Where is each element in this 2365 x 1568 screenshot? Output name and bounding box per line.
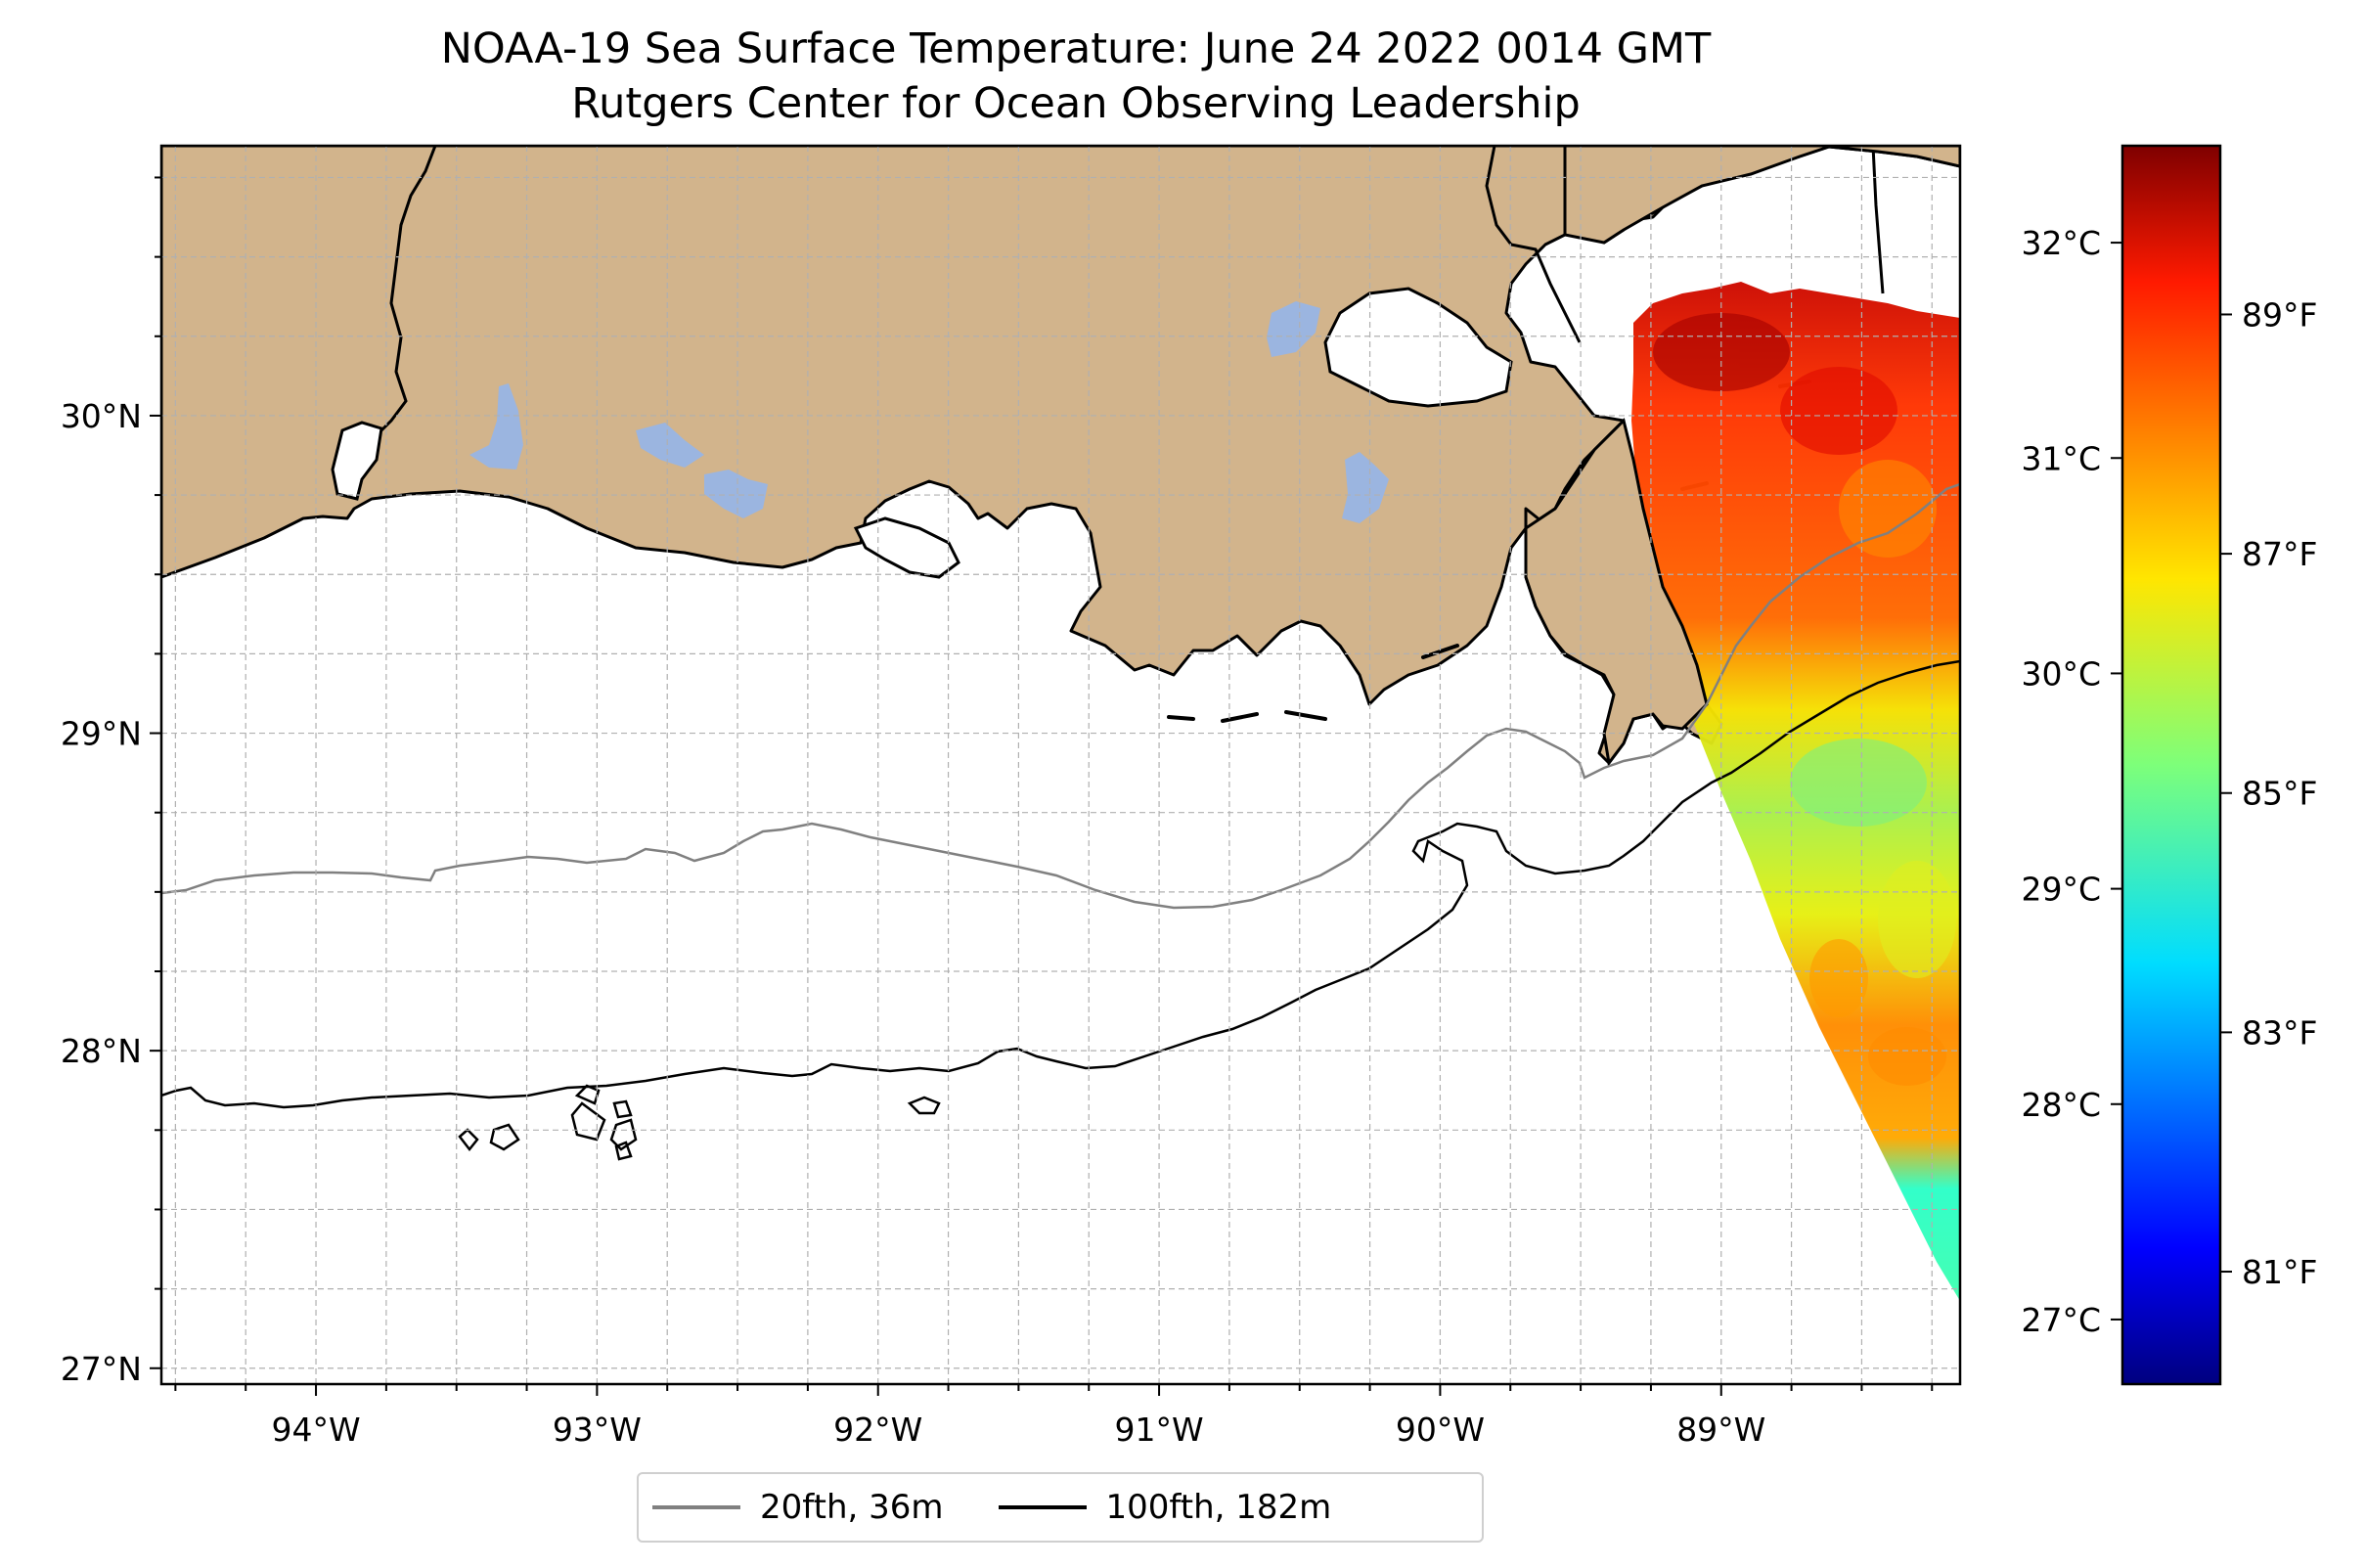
y-tick-label: 30°N [61, 397, 142, 435]
map-frame [159, 144, 1962, 1386]
celsius-tick-label: 32°C [2021, 224, 2101, 262]
map-area [161, 146, 1960, 1384]
y-axis-ticks: 27°N 28°N 29°N 30°N [61, 176, 161, 1388]
celsius-tick-label: 31°C [2021, 439, 2101, 477]
lake-salvador [1342, 452, 1389, 523]
x-tick-label: 90°W [1396, 1411, 1485, 1449]
x-tick-label: 89°W [1676, 1411, 1765, 1449]
lake-white [704, 470, 768, 518]
lake-calcasieu [469, 383, 523, 470]
celsius-tick-label: 30°C [2021, 654, 2101, 693]
y-tick-label: 28°N [61, 1032, 142, 1070]
celsius-tick-label: 28°C [2021, 1086, 2101, 1124]
x-tick-label: 91°W [1115, 1411, 1204, 1449]
upper-land-mask [1563, 146, 1960, 245]
legend-label-100fth: 100fth, 182m [1105, 1488, 1332, 1527]
x-tick-label: 94°W [271, 1411, 360, 1449]
chart-title: NOAA-19 Sea Surface Temperature: June 24… [440, 24, 1712, 73]
fahrenheit-tick-label: 81°F [2242, 1253, 2317, 1291]
legend-swatch-black [998, 1505, 1087, 1509]
chart-subtitle: Rutgers Center for Ocean Observing Leade… [571, 79, 1581, 128]
lake-maurepas [1267, 301, 1320, 357]
lake-grand [636, 423, 704, 468]
x-axis-ticks: 94°W 93°W 92°W 91°W 90°W 89°W [174, 1384, 1934, 1449]
x-tick-label: 92°W [833, 1411, 922, 1449]
offshore-banks [458, 1084, 941, 1161]
y-tick-label: 27°N [61, 1350, 142, 1388]
legend: 20fth, 36m 100fth, 182m [637, 1472, 1484, 1543]
celsius-tick-label: 27°C [2021, 1301, 2101, 1339]
louisiana-mississippi-border [1485, 146, 1582, 343]
celsius-tick-label: 29°C [2021, 871, 2101, 909]
colorbar [2120, 144, 2222, 1386]
graticule [161, 146, 1960, 1384]
fahrenheit-tick-label: 87°F [2242, 535, 2317, 573]
land-mask [1524, 418, 1709, 767]
texas-louisiana-border [379, 146, 437, 432]
fahrenheit-tick-label: 85°F [2242, 775, 2317, 813]
fahrenheit-tick-label: 89°F [2242, 295, 2317, 334]
mississippi-border [1871, 146, 1885, 294]
x-tick-label: 93°W [553, 1411, 642, 1449]
colorbar-fahrenheit-ticks: 81°F 83°F 85°F 87°F 89°F [2220, 295, 2317, 1291]
legend-label-20fth: 20fth, 36m [760, 1488, 944, 1527]
colorbar-celsius-ticks: 27°C 28°C 29°C 30°C 31°C 32°C [2021, 224, 2122, 1339]
sabine-lake [331, 421, 383, 501]
legend-item-20fth: 20fth, 36m [652, 1488, 944, 1527]
y-tick-label: 29°N [61, 715, 142, 753]
isobath-20fth [161, 482, 1960, 910]
legend-swatch-gray [652, 1505, 740, 1509]
legend-item-100fth: 100fth, 182m [998, 1488, 1332, 1527]
fahrenheit-tick-label: 83°F [2242, 1013, 2317, 1052]
isobath-100fth [161, 659, 1960, 1109]
